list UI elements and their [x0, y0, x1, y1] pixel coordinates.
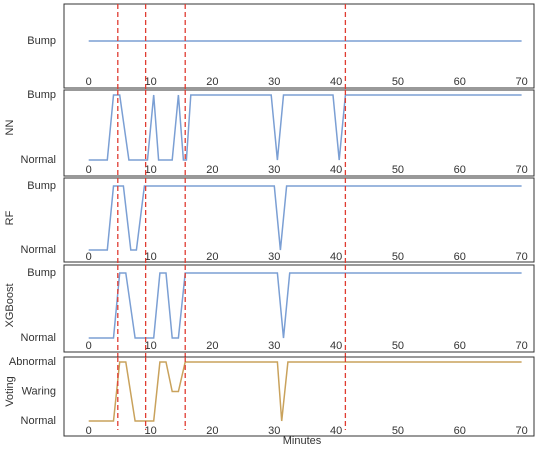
x-tick-label: 40: [330, 340, 342, 352]
y-tick-label: Abnormal: [9, 356, 56, 368]
x-tick-label: 60: [454, 251, 466, 263]
x-tick-label: 10: [144, 425, 156, 437]
x-tick-label: 50: [392, 340, 404, 352]
panel-frame: [63, 264, 535, 353]
panel-frame: [63, 89, 535, 177]
x-tick-label: 10: [144, 76, 156, 88]
series-line: [88, 272, 522, 339]
y-axis-title: XGBoost: [4, 283, 16, 327]
x-tick-label: 70: [516, 340, 528, 352]
x-tick-label: 0: [86, 340, 92, 352]
x-tick-label: 30: [268, 425, 280, 437]
x-tick-label: 20: [206, 425, 218, 437]
x-tick-label: 20: [206, 251, 218, 263]
x-tick-label: 30: [268, 340, 280, 352]
x-tick-label: 50: [392, 251, 404, 263]
x-tick-label: 40: [330, 425, 342, 437]
x-tick-label: 30: [268, 164, 280, 176]
x-tick-label: 60: [454, 164, 466, 176]
y-axis-title: RF: [4, 210, 16, 225]
x-tick-label: 70: [516, 251, 528, 263]
x-tick-label: 60: [454, 76, 466, 88]
series-line: [88, 94, 522, 161]
x-tick-label: 60: [454, 340, 466, 352]
x-tick-label: 40: [330, 76, 342, 88]
x-tick-label: 50: [392, 164, 404, 176]
series-line: [88, 361, 522, 422]
x-tick-label: 20: [206, 164, 218, 176]
panel-frame: [63, 177, 535, 263]
panel-frame: [63, 356, 535, 437]
y-tick-label: Normal: [21, 244, 56, 256]
x-tick-label: 70: [516, 76, 528, 88]
y-tick-label: Normal: [21, 332, 56, 344]
x-tick-label: 30: [268, 76, 280, 88]
x-tick-label: 0: [86, 76, 92, 88]
y-tick-label: Waring: [22, 385, 56, 397]
x-tick-label: 40: [330, 164, 342, 176]
y-tick-label: Bump: [27, 89, 56, 101]
x-tick-label: 10: [144, 164, 156, 176]
x-tick-label: 0: [86, 425, 92, 437]
y-tick-label: Bump: [27, 180, 56, 192]
x-tick-label: 70: [516, 164, 528, 176]
x-tick-label: 10: [144, 340, 156, 352]
x-tick-label: 30: [268, 251, 280, 263]
y-tick-label: Bump: [27, 35, 56, 47]
x-tick-label: 20: [206, 340, 218, 352]
y-tick-label: Normal: [21, 415, 56, 427]
y-tick-label: Bump: [27, 267, 56, 279]
panel-frame: [63, 3, 535, 89]
x-tick-label: 0: [86, 164, 92, 176]
x-tick-label: 60: [454, 425, 466, 437]
x-tick-label: 50: [392, 425, 404, 437]
x-tick-label: 0: [86, 251, 92, 263]
x-tick-label: 70: [516, 425, 528, 437]
y-tick-label: Normal: [21, 154, 56, 166]
x-tick-label: 40: [330, 251, 342, 263]
y-axis-title: Voting: [4, 376, 16, 407]
x-tick-label: 20: [206, 76, 218, 88]
y-axis-title: NN: [4, 120, 16, 136]
x-axis-title: Minutes: [283, 435, 322, 447]
x-tick-label: 10: [144, 251, 156, 263]
x-tick-label: 50: [392, 76, 404, 88]
series-line: [88, 185, 522, 251]
